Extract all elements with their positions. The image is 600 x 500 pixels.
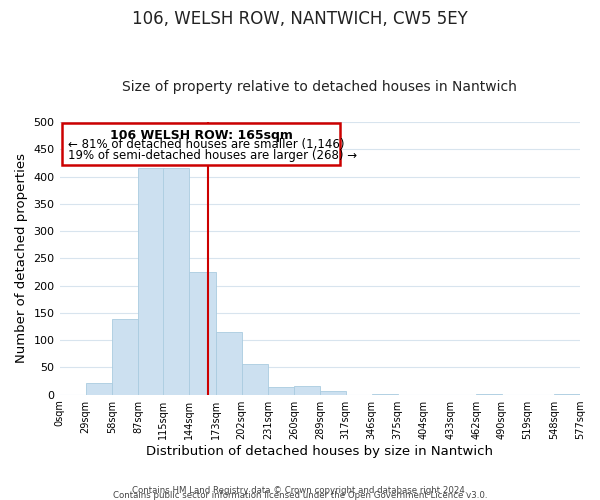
Bar xyxy=(268,387,294,394)
Bar xyxy=(112,319,138,394)
Bar xyxy=(294,386,320,394)
Bar xyxy=(190,272,215,394)
Bar xyxy=(215,332,242,394)
Text: 19% of semi-detached houses are larger (268) →: 19% of semi-detached houses are larger (… xyxy=(68,150,357,162)
Bar xyxy=(138,168,164,394)
Bar xyxy=(242,364,268,394)
X-axis label: Distribution of detached houses by size in Nantwich: Distribution of detached houses by size … xyxy=(146,444,493,458)
Text: Contains HM Land Registry data © Crown copyright and database right 2024.: Contains HM Land Registry data © Crown c… xyxy=(132,486,468,495)
Text: ← 81% of detached houses are smaller (1,146): ← 81% of detached houses are smaller (1,… xyxy=(68,138,344,151)
Text: Contains public sector information licensed under the Open Government Licence v3: Contains public sector information licen… xyxy=(113,491,487,500)
Bar xyxy=(163,168,190,394)
Bar xyxy=(86,382,112,394)
Bar xyxy=(62,123,340,164)
Title: Size of property relative to detached houses in Nantwich: Size of property relative to detached ho… xyxy=(122,80,517,94)
Y-axis label: Number of detached properties: Number of detached properties xyxy=(15,154,28,364)
Text: 106, WELSH ROW, NANTWICH, CW5 5EY: 106, WELSH ROW, NANTWICH, CW5 5EY xyxy=(132,10,468,28)
Text: 106 WELSH ROW: 165sqm: 106 WELSH ROW: 165sqm xyxy=(110,128,293,141)
Bar xyxy=(320,392,346,394)
